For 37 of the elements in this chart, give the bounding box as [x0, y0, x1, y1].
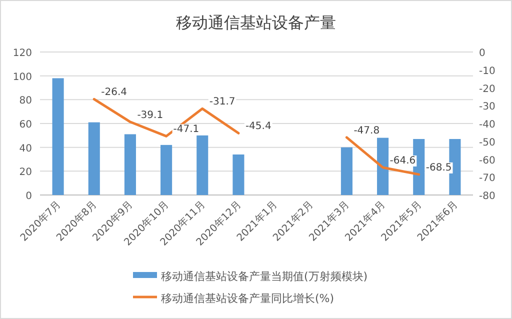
y2-tick-label: -10: [479, 66, 496, 77]
bar: [449, 138, 461, 195]
y-tick-label: 0: [26, 191, 32, 202]
data-label: -64.6: [390, 155, 416, 166]
data-label: -68.5: [426, 162, 452, 174]
data-label: -39.1: [137, 110, 164, 121]
data-label: -47.1: [173, 124, 200, 136]
bar: [160, 144, 172, 195]
bar: [232, 154, 244, 195]
data-label: -45.4: [245, 121, 272, 132]
bar: [88, 122, 100, 195]
y-tick-label: 120: [12, 48, 32, 59]
y-tick-label: 40: [19, 143, 32, 154]
data-label: -31.7: [209, 96, 236, 108]
y2-tick-label: -20: [479, 84, 496, 95]
y2-tick-label: -40: [479, 120, 496, 130]
bar: [413, 138, 425, 195]
y2-tick-label: -30: [479, 102, 496, 113]
y-tick-label: 100: [12, 72, 32, 83]
bar: [124, 134, 136, 195]
chart-title: 移动通信基站设备产量: [176, 13, 336, 32]
y2-tick-label: -60: [479, 155, 496, 166]
bar: [340, 147, 352, 195]
legend-label: 移动通信基站设备产量同比增长(%): [161, 292, 334, 305]
y-tick-label: 80: [19, 96, 32, 107]
data-label: -47.8: [354, 125, 380, 136]
bar: [52, 78, 64, 195]
bar: [377, 138, 389, 195]
legend-label: 移动通信基站设备产量当期值(万射频模块): [161, 270, 368, 283]
y2-tick-label: -50: [479, 137, 496, 148]
bar: [196, 135, 208, 195]
y-tick-label: 60: [19, 120, 32, 130]
data-label: -26.4: [101, 87, 127, 98]
y2-tick-label: -70: [479, 173, 496, 184]
y2-tick-label: -80: [479, 191, 496, 202]
y2-tick-label: 0: [479, 48, 486, 59]
y-tick-label: 20: [19, 167, 32, 178]
